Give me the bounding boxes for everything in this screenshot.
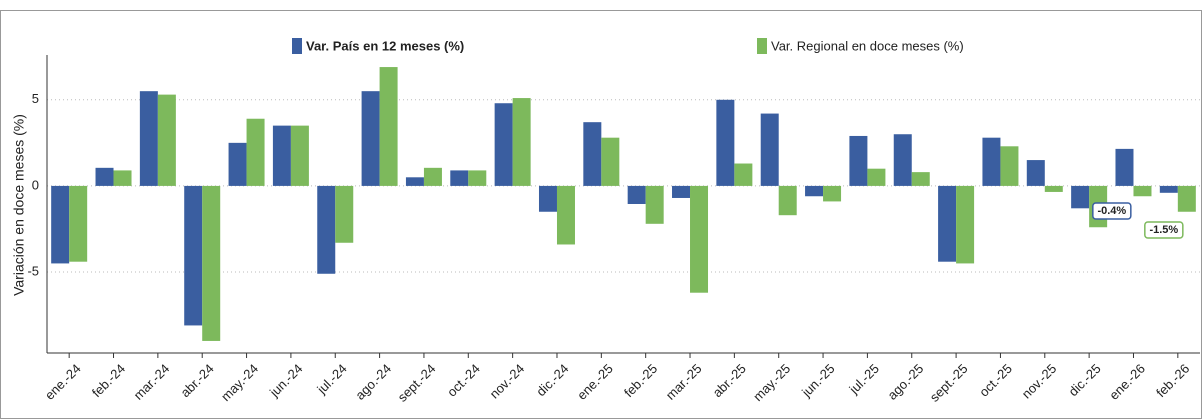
- bar: [672, 185, 691, 198]
- bar: [494, 103, 513, 186]
- bar: [867, 168, 886, 186]
- bar: [1159, 185, 1178, 193]
- bar: [290, 125, 309, 186]
- y-axis-label: Variación en doce meses (%): [11, 114, 27, 296]
- x-tick-label: mar.-25: [663, 361, 705, 403]
- x-tick-label: nov.-25: [1019, 361, 1060, 402]
- x-tick-label: mar.-24: [131, 361, 173, 403]
- x-tick-label: sept.-24: [395, 361, 439, 405]
- x-tick-label: ago.-25: [885, 361, 927, 403]
- bar: [335, 185, 354, 243]
- bar: [956, 185, 975, 264]
- y-tick-label: -5: [27, 263, 39, 278]
- bar: [468, 170, 487, 186]
- bar: [51, 185, 70, 264]
- bar: [760, 113, 779, 186]
- bar: [938, 185, 957, 262]
- bar: [317, 185, 336, 274]
- bar: [778, 185, 797, 216]
- x-tick-label: ago.-24: [352, 361, 394, 403]
- y-tick-label: 0: [32, 177, 39, 192]
- bar: [893, 134, 912, 186]
- bar: [246, 118, 265, 186]
- bar: [1133, 185, 1152, 197]
- x-tick-label: jun.-24: [266, 361, 305, 400]
- bar: [405, 177, 424, 186]
- bar: [716, 99, 735, 186]
- legend-swatch: [757, 38, 767, 54]
- x-tick-label: ene.-25: [574, 361, 616, 403]
- x-tick-label: jul.-25: [846, 361, 882, 397]
- value-label: -0.4%: [1097, 205, 1126, 217]
- bar: [113, 170, 132, 186]
- x-tick-label: feb.-26: [1153, 361, 1192, 400]
- bar: [583, 122, 602, 186]
- bar: [202, 185, 221, 341]
- x-tick-label: dic.-25: [1065, 361, 1103, 399]
- x-tick-label: ene.-24: [42, 361, 84, 403]
- bar: [1177, 185, 1196, 212]
- bar: [690, 185, 709, 293]
- bar: [228, 142, 247, 186]
- bar: [823, 185, 842, 202]
- bar: [734, 163, 753, 186]
- x-tick-label: nov.-24: [487, 361, 528, 402]
- x-tick-label: dic.-24: [533, 361, 571, 399]
- bar: [1044, 185, 1063, 192]
- bar: [423, 167, 442, 186]
- x-tick-label: oct.-25: [976, 361, 1015, 400]
- x-tick-label: oct.-24: [444, 361, 483, 400]
- bar: [69, 185, 88, 262]
- bar: [1115, 148, 1134, 186]
- x-tick-label: abr.-25: [710, 361, 749, 400]
- x-tick-label: feb.-24: [89, 361, 128, 400]
- x-tick-label: abr.-24: [178, 361, 217, 400]
- bar: [1071, 185, 1090, 209]
- x-tick-label: feb.-25: [621, 361, 660, 400]
- bar: [1000, 146, 1019, 186]
- bar: [1026, 160, 1045, 186]
- x-tick-label: jun.-25: [798, 361, 837, 400]
- y-tick-label: 5: [32, 91, 39, 106]
- bar: [361, 91, 380, 186]
- x-tick-label: sept.-25: [927, 361, 971, 405]
- legend-swatch: [292, 38, 302, 54]
- bar: [911, 172, 930, 186]
- bar: [139, 91, 158, 186]
- value-label-box: [1092, 202, 1132, 220]
- bar: [627, 185, 646, 204]
- x-tick-label: may.-25: [750, 361, 793, 404]
- x-tick-label: ene.-26: [1106, 361, 1148, 403]
- bar: [450, 170, 469, 186]
- bar: [379, 67, 398, 186]
- bar: [157, 94, 176, 186]
- bar: [556, 185, 575, 245]
- bar: [512, 98, 531, 186]
- value-label: -1.5%: [1149, 224, 1178, 236]
- legend-label: Var. País en 12 meses (%): [306, 38, 464, 53]
- bar: [805, 185, 824, 197]
- legend-label: Var. Regional en doce meses (%): [771, 38, 964, 53]
- x-tick-label: may.-24: [218, 361, 261, 404]
- value-label-box: [1144, 221, 1184, 239]
- bar: [538, 185, 557, 212]
- bar: [272, 125, 291, 186]
- bar: [849, 135, 868, 186]
- bar: [645, 185, 664, 224]
- bar: [601, 137, 620, 186]
- x-tick-label: jul.-24: [313, 361, 349, 397]
- bar: [982, 137, 1001, 186]
- bar: [95, 167, 114, 186]
- bar: [184, 185, 203, 326]
